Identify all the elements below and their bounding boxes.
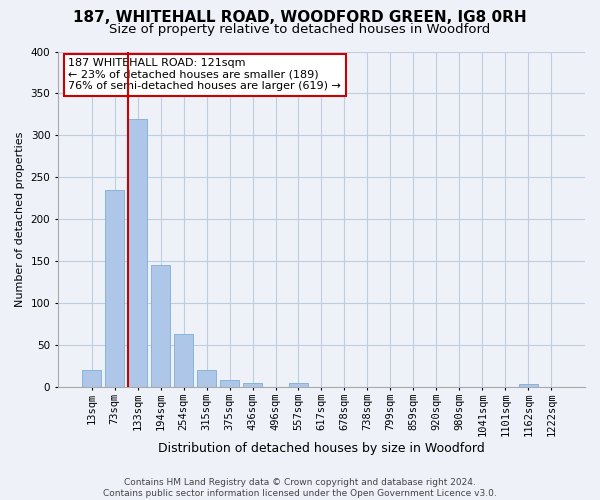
Bar	[82, 370, 101, 387]
Bar	[220, 380, 239, 387]
Bar	[243, 383, 262, 387]
Bar	[197, 370, 217, 387]
Text: 187 WHITEHALL ROAD: 121sqm
← 23% of detached houses are smaller (189)
76% of sem: 187 WHITEHALL ROAD: 121sqm ← 23% of deta…	[68, 58, 341, 92]
Y-axis label: Number of detached properties: Number of detached properties	[15, 132, 25, 307]
Bar	[105, 190, 124, 387]
Bar	[128, 118, 148, 387]
Bar	[174, 334, 193, 387]
X-axis label: Distribution of detached houses by size in Woodford: Distribution of detached houses by size …	[158, 442, 485, 455]
Text: Contains HM Land Registry data © Crown copyright and database right 2024.
Contai: Contains HM Land Registry data © Crown c…	[103, 478, 497, 498]
Bar	[289, 383, 308, 387]
Text: 187, WHITEHALL ROAD, WOODFORD GREEN, IG8 0RH: 187, WHITEHALL ROAD, WOODFORD GREEN, IG8…	[73, 10, 527, 25]
Text: Size of property relative to detached houses in Woodford: Size of property relative to detached ho…	[109, 22, 491, 36]
Bar	[151, 266, 170, 387]
Bar	[518, 384, 538, 387]
